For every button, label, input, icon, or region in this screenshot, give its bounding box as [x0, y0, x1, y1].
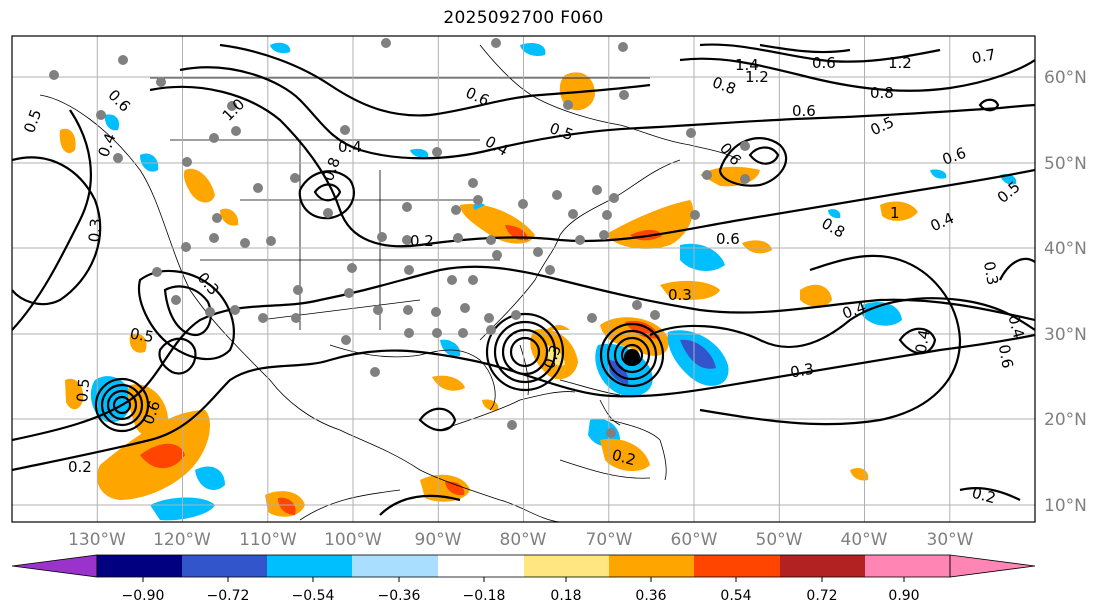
- contour-label: 0.6: [792, 102, 816, 120]
- lat-label-60n: 60°N: [1044, 68, 1087, 88]
- contour-label: 0.3: [668, 286, 692, 304]
- colorbar-segment: [267, 555, 352, 577]
- colorbar-tick: −0.72: [207, 588, 250, 604]
- map-title: 2025092700 F060: [443, 8, 604, 28]
- contour-label: 0.2: [610, 446, 638, 470]
- colorbar-segment: [865, 555, 950, 577]
- contour-label: 0.8: [870, 84, 894, 102]
- colorbar-max-extension: [949, 554, 1036, 578]
- contour-label: 0.2: [68, 458, 92, 476]
- lat-label-10n: 10°N: [1044, 496, 1087, 516]
- colorbar-segment: [182, 555, 267, 577]
- lon-label-100w: 100°W: [324, 530, 382, 550]
- colorbar-segment: [97, 555, 182, 577]
- contour-label: 0.6: [812, 54, 836, 72]
- contour-label: 0.2: [970, 484, 998, 508]
- colorbar-tick: 0.18: [550, 588, 581, 604]
- contour-label: 1.2: [745, 68, 769, 86]
- lon-label-40w: 40°W: [841, 530, 888, 550]
- lon-label-120w: 120°W: [153, 530, 211, 550]
- lon-label-30w: 30°W: [927, 530, 974, 550]
- colorbar-tick: −0.36: [378, 588, 421, 604]
- contour-label: 0.2: [410, 232, 434, 250]
- contours: [12, 43, 1035, 516]
- contour-label: 0.4: [912, 328, 934, 355]
- colorbar-min-extension: [11, 554, 98, 578]
- latitude-labels: 60°N 50°N 40°N 30°N 20°N 10°N: [1044, 68, 1087, 516]
- lat-label-50n: 50°N: [1044, 154, 1087, 174]
- contour-label: 1.4: [735, 56, 759, 74]
- contour-label: 1: [890, 204, 900, 222]
- colorbar-segment: [524, 555, 609, 577]
- contour-label: 0.7: [970, 45, 997, 67]
- contour-label: 0.3: [85, 218, 105, 243]
- shaded-anomalies: [59, 42, 1017, 521]
- colorbar-segment: [438, 555, 524, 577]
- colorbar-tick: −0.18: [463, 588, 506, 604]
- lon-label-130w: 130°W: [68, 530, 126, 550]
- coastlines: [39, 44, 741, 522]
- colorbar-tick: 0.36: [635, 588, 666, 604]
- colorbar-tick: −0.54: [292, 588, 335, 604]
- contour-label: 0.3: [789, 360, 816, 382]
- colorbar-tick: 0.72: [806, 588, 837, 604]
- longitude-labels: 130°W 120°W 110°W 100°W 90°W 80°W 70°W 6…: [68, 530, 974, 550]
- contour-label: 0.5: [129, 324, 156, 346]
- colorbar-segment: [609, 555, 694, 577]
- lon-label-60w: 60°W: [671, 530, 718, 550]
- map-frame: [11, 35, 1036, 523]
- station-dots: [49, 38, 750, 438]
- contour-label: 0.3: [980, 260, 1002, 287]
- colorbar-tick: 0.90: [888, 588, 919, 604]
- contour-label: 1.2: [888, 54, 912, 72]
- lon-label-50w: 50°W: [756, 530, 803, 550]
- contour-label: 0.5: [73, 378, 93, 403]
- colorbar-tick: 0.54: [720, 588, 751, 604]
- contour-label: 0.4: [1004, 313, 1028, 341]
- colorbar-tick: −0.90: [122, 588, 165, 604]
- lon-label-70w: 70°W: [586, 530, 633, 550]
- lon-label-90w: 90°W: [415, 530, 462, 550]
- lat-label-40n: 40°N: [1044, 239, 1087, 259]
- contour-label: 0.4: [338, 138, 362, 156]
- colorbar-segment: [694, 555, 780, 577]
- lon-label-110w: 110°W: [239, 530, 297, 550]
- lat-label-20n: 20°N: [1044, 410, 1087, 430]
- lat-label-30n: 30°N: [1044, 325, 1087, 345]
- contour-label: 0.6: [716, 230, 740, 248]
- colorbar: −0.90 −0.72 −0.54 −0.36 −0.18 0.18 0.36 …: [11, 554, 1036, 604]
- colorbar-segment: [780, 555, 865, 577]
- contour-label: 0.6: [995, 343, 1017, 370]
- lon-label-80w: 80°W: [500, 530, 547, 550]
- colorbar-segment: [352, 555, 438, 577]
